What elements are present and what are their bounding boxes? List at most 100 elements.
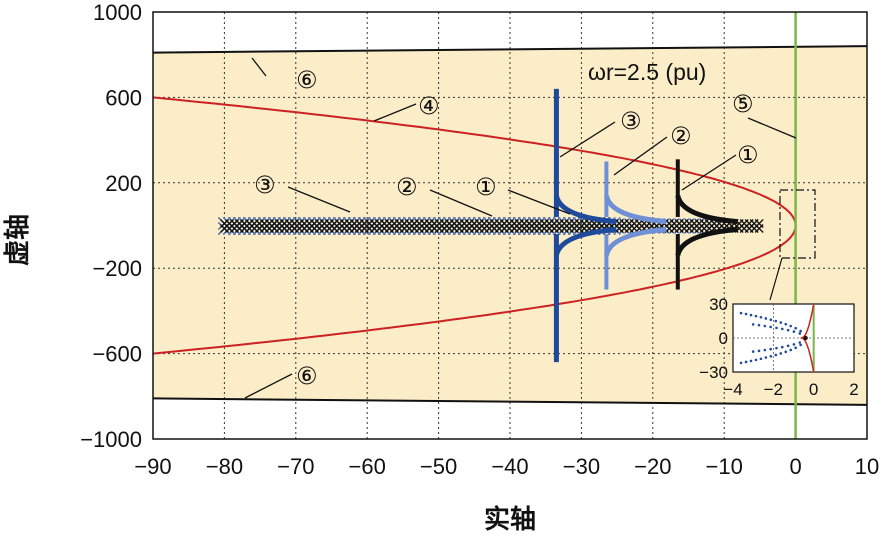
leader-series3-left xyxy=(287,186,351,213)
inset-point xyxy=(780,327,784,331)
x-tick-label: −90 xyxy=(134,454,171,479)
x-tick-label: −20 xyxy=(634,454,671,479)
inset-point xyxy=(754,358,758,362)
inset-tick-labels: −4 −2 0 2 −30 0 30 xyxy=(699,295,859,399)
inset-point xyxy=(794,326,797,330)
inset-point xyxy=(757,349,761,353)
inset-y-tick: −30 xyxy=(699,363,728,382)
inset-point xyxy=(803,335,808,341)
marker-series1-right: ① xyxy=(737,141,759,169)
inset-point xyxy=(763,324,767,328)
plot-frame xyxy=(152,11,868,440)
leader-series1-left xyxy=(507,189,571,215)
leader-imag-axis xyxy=(747,117,797,139)
series-2-upper-bar xyxy=(604,161,609,217)
inset-point xyxy=(739,311,743,315)
boundary-lines xyxy=(152,45,868,406)
leader-series2-right xyxy=(613,136,668,176)
eigenvalue-series xyxy=(217,88,764,363)
marker-imag-axis: ⑤ xyxy=(732,90,754,118)
marker-series1-left: ① xyxy=(475,173,497,201)
marker-series2-left: ② xyxy=(396,173,418,201)
inset-point xyxy=(757,323,761,327)
inset-point xyxy=(769,318,773,322)
x-tick-label: −50 xyxy=(420,454,457,479)
marker-boundary-bottom: ⑥ xyxy=(296,362,318,390)
x-axis-title: 实轴 xyxy=(484,504,536,535)
series-1-upper-bar xyxy=(675,159,680,217)
series-2-vertical-branch xyxy=(603,161,667,290)
inset-point xyxy=(759,315,763,319)
leader-boundary-bottom xyxy=(244,373,293,399)
y-tick-label: −1000 xyxy=(80,427,142,452)
inset-point xyxy=(764,317,768,320)
inset-y-tick: 30 xyxy=(709,295,728,314)
inset-point xyxy=(749,359,753,363)
series-2-lower-tail xyxy=(603,226,667,257)
boundary-line-upper xyxy=(152,45,868,54)
inset-point xyxy=(751,323,755,326)
inset-x-tick: −4 xyxy=(723,380,742,399)
inset-point xyxy=(763,348,767,352)
marker-series2-right: ② xyxy=(670,122,692,150)
marker-parabola: ④ xyxy=(418,92,440,120)
inset-point xyxy=(759,357,763,361)
leader-lines xyxy=(244,57,797,399)
series-2-lower-bar xyxy=(604,234,609,290)
inset-point xyxy=(798,341,802,344)
inset-parabola xyxy=(799,303,815,373)
inset-point xyxy=(774,353,778,357)
leader-series1-right xyxy=(681,154,737,191)
x-tick-label: −60 xyxy=(349,454,386,479)
inset-y-tick: 0 xyxy=(719,329,728,348)
x-tick-label: 0 xyxy=(789,454,801,479)
series-1-lower-bar xyxy=(675,234,680,290)
inset-point xyxy=(786,328,790,332)
marker-boundary-top: ⑥ xyxy=(296,66,318,94)
series-1-point xyxy=(754,224,764,233)
y-tick-label: 1000 xyxy=(93,0,142,25)
y-tick-labels: −1000 −600 −200 200 600 1000 xyxy=(80,0,142,452)
series-1-vertical-branch xyxy=(675,159,738,290)
inset-point xyxy=(744,360,748,364)
x-tick-label: −40 xyxy=(491,454,528,479)
y-tick-label: 200 xyxy=(105,171,142,196)
inset-point xyxy=(798,332,802,335)
series-2-upper-tail xyxy=(603,194,667,225)
leader-boundary-top xyxy=(251,57,267,77)
y-axis-title: 虚轴 xyxy=(3,214,33,266)
inset-point xyxy=(739,361,743,365)
inset-x-tick: −2 xyxy=(764,380,783,399)
series-3-lower-tail xyxy=(553,226,617,257)
y-tick-label: 600 xyxy=(105,85,142,110)
inset-point xyxy=(754,314,758,318)
inset-point xyxy=(779,352,783,355)
inset-point xyxy=(799,329,802,333)
omega-annotation: ωr=2.5 (pu) xyxy=(588,59,706,85)
series-3-lower-bar xyxy=(553,234,559,363)
inset-point xyxy=(744,312,748,316)
x-tick-label: −10 xyxy=(706,454,743,479)
inset-point xyxy=(794,346,797,350)
leader-series2-left xyxy=(429,189,493,217)
series-3-upper-bar xyxy=(553,88,559,217)
stability-region xyxy=(153,46,867,405)
inset-point xyxy=(749,313,753,317)
boundary-line-lower xyxy=(152,397,868,406)
inset-point xyxy=(751,350,755,353)
marker-series3-right: ③ xyxy=(620,107,642,135)
inset-point xyxy=(775,346,778,350)
series-3-upper-tail xyxy=(553,194,617,225)
inset-point xyxy=(780,345,784,349)
marker-labels: ⑥ ⑥ ④ ⑤ ③ ② ① ③ ② ① xyxy=(254,66,759,390)
marker-series3-left: ③ xyxy=(254,171,276,199)
x-tick-label: −70 xyxy=(277,454,314,479)
x-tick-label: −80 xyxy=(206,454,243,479)
inset-plot: −4 −2 0 2 −30 0 30 xyxy=(699,295,859,399)
inset-point xyxy=(789,324,793,328)
inset-point xyxy=(764,356,768,359)
series-1-lower-tail xyxy=(675,226,738,257)
inset-point xyxy=(784,350,788,354)
inset-point xyxy=(769,354,773,358)
